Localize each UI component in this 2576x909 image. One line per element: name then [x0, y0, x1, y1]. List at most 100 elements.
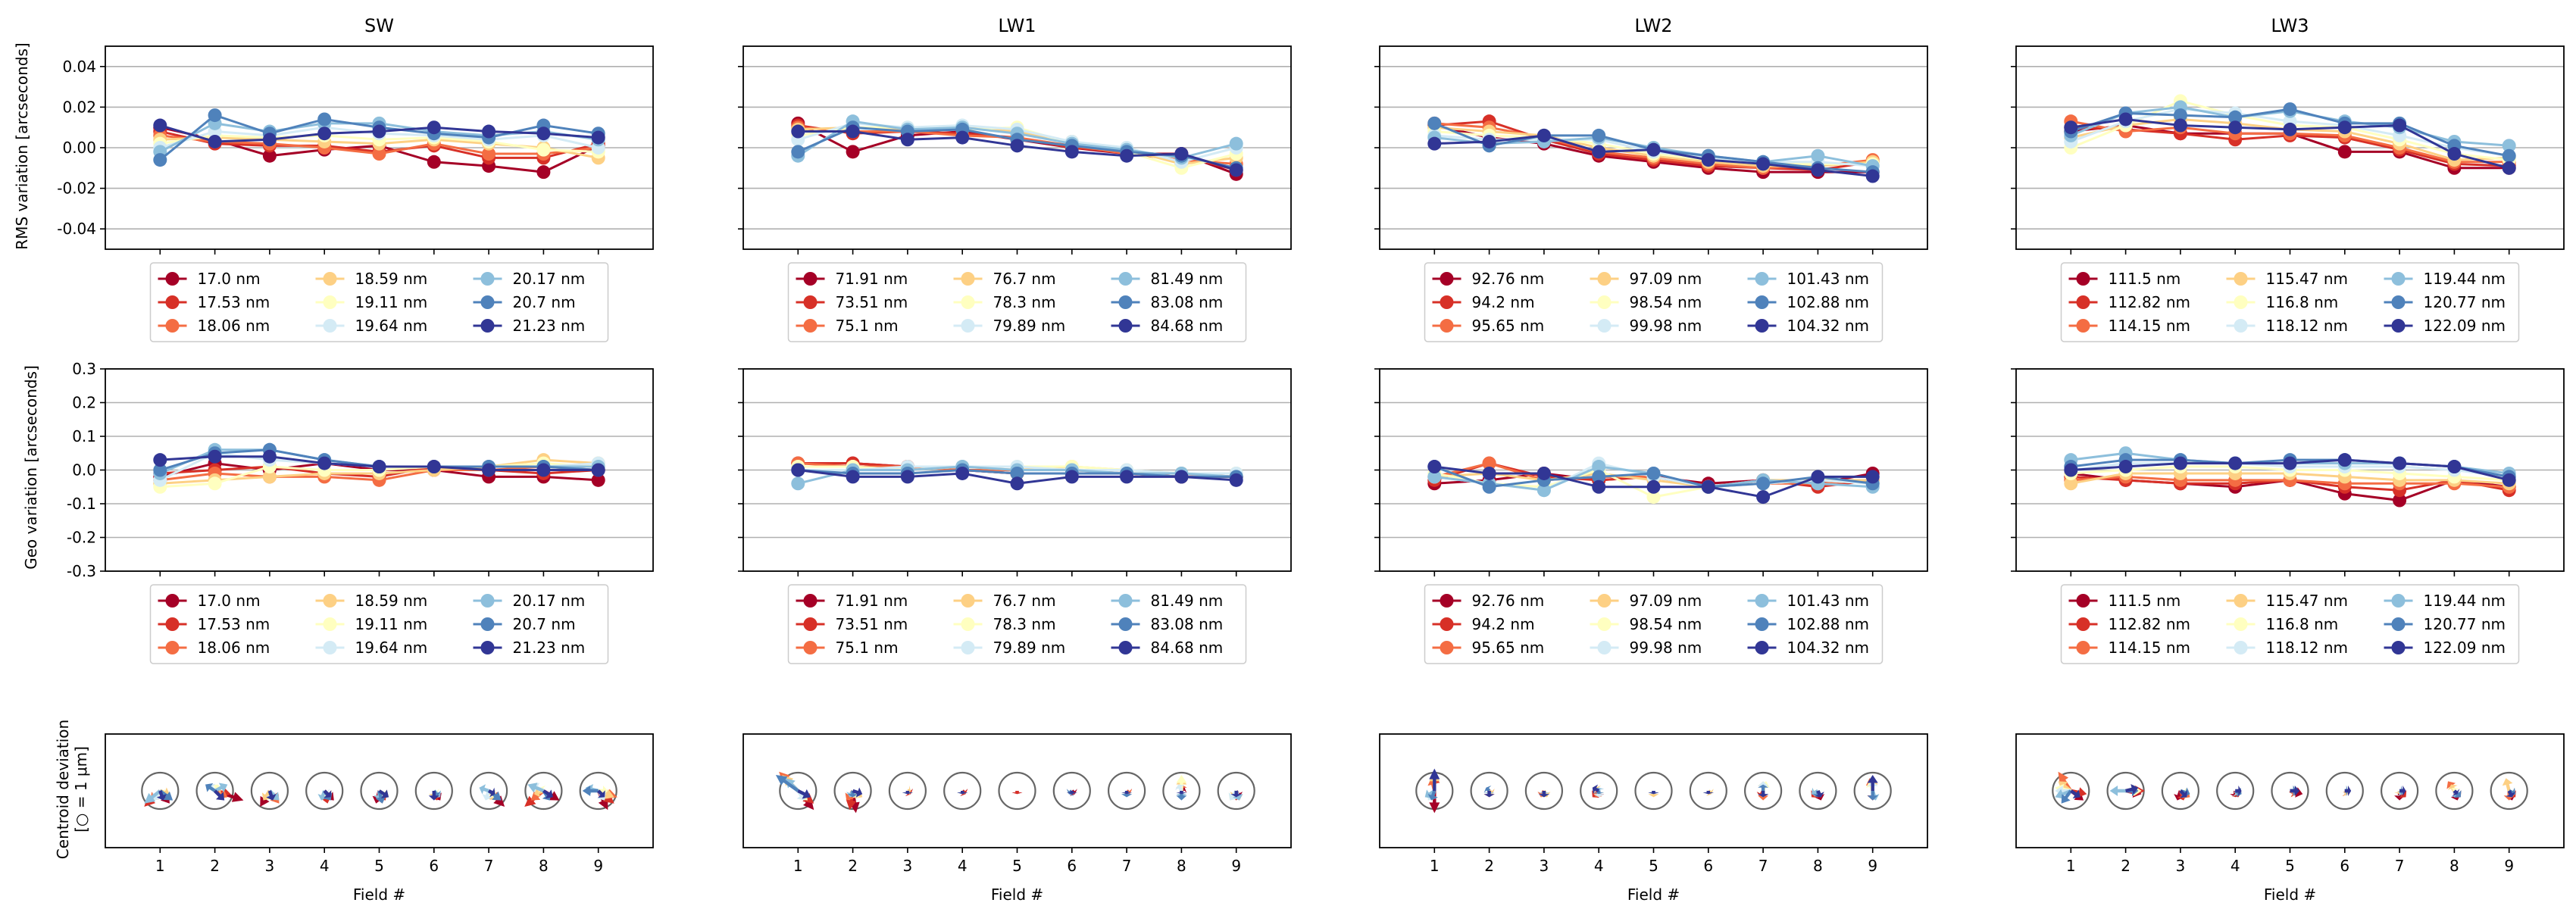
- centroid-series-2: [1427, 778, 1877, 801]
- deviation-arrow: [214, 789, 225, 801]
- data-point: [2502, 473, 2516, 487]
- deviation-arrow: [775, 775, 799, 792]
- legend-swatch-marker: [2234, 594, 2248, 608]
- data-point: [791, 476, 805, 491]
- legend-label: 84.68 nm: [1151, 639, 1224, 657]
- legend-frame: [1424, 262, 1884, 342]
- legend-label: 120.77 nm: [2424, 293, 2506, 311]
- data-point: [153, 118, 167, 133]
- data-point: [536, 463, 551, 477]
- legend-swatch-marker: [480, 272, 495, 286]
- deviation-arrow: [1702, 791, 1714, 795]
- legend-swatch-marker: [2391, 319, 2406, 333]
- data-point: [317, 456, 332, 470]
- legend-label: 112.82 nm: [2109, 615, 2191, 633]
- data-point: [536, 142, 551, 157]
- x-tick-label: 8: [2449, 857, 2459, 875]
- data-point: [2393, 456, 2407, 470]
- data-point: [2228, 120, 2243, 135]
- legend-label: 114.15 nm: [2109, 317, 2191, 335]
- data-point: [2173, 118, 2187, 133]
- geo-axes: [1374, 368, 1928, 576]
- legend-label: 111.5 nm: [2109, 592, 2181, 610]
- x-tick-label: 4: [1594, 857, 1604, 875]
- legend-label: 94.2 nm: [1472, 615, 1535, 633]
- legend-swatch-marker: [803, 319, 818, 333]
- deviation-arrow: [1483, 791, 1495, 798]
- legend-label: 92.76 nm: [1472, 270, 1545, 288]
- data-point: [1482, 466, 1496, 480]
- x-axis-label: Field #: [991, 886, 1043, 904]
- data-point: [1482, 479, 1496, 494]
- legend-swatch-marker: [165, 617, 180, 631]
- deviation-arrow: [1011, 791, 1023, 795]
- reference-circle: [1580, 771, 1618, 811]
- deviation-arrow: [1758, 784, 1769, 791]
- x-tick-label: 3: [1540, 857, 1549, 875]
- data-point: [1811, 163, 1825, 177]
- legend-swatch-marker: [2076, 594, 2090, 608]
- legend-swatch-marker: [961, 295, 975, 309]
- reference-circle: [360, 771, 399, 811]
- data-point: [427, 460, 441, 474]
- legend-swatch-marker: [1755, 272, 1769, 286]
- legend-label: 18.06 nm: [198, 317, 270, 335]
- deviation-arrow: [378, 789, 389, 798]
- reference-circle: [305, 771, 344, 811]
- legend-swatch-marker: [480, 594, 495, 608]
- legend-swatch-marker: [2076, 641, 2090, 654]
- legend-label: 112.82 nm: [2109, 293, 2191, 311]
- deviation-arrow: [1867, 791, 1878, 801]
- data-point: [955, 130, 970, 145]
- centroid-ylabel-unit: [○ = 1 μm]: [72, 746, 90, 832]
- data-point: [1537, 466, 1551, 480]
- legend-label: 98.54 nm: [1630, 615, 1702, 633]
- x-tick-label: 7: [1122, 857, 1132, 875]
- reference-circle: [2490, 771, 2528, 811]
- x-axis-label: Field #: [1627, 886, 1680, 904]
- reference-circle: [1634, 771, 1673, 811]
- data-point: [1811, 470, 1825, 484]
- deviation-arrow: [2506, 790, 2516, 798]
- data-point: [317, 112, 332, 127]
- data-point: [2393, 493, 2407, 508]
- data-point: [482, 463, 496, 477]
- data-point: [846, 124, 860, 139]
- legend-swatch-marker: [1118, 319, 1133, 333]
- legend-swatch-marker: [2391, 594, 2406, 608]
- data-point: [1537, 128, 1551, 142]
- legend-label: 97.09 nm: [1630, 270, 1702, 288]
- rms-legend: 71.91 nm 73.51 nm 75.1 nm 76.7 nm 78.3 nm 79.…: [787, 262, 1247, 342]
- x-tick-label: 7: [2395, 857, 2405, 875]
- legend-swatch-marker: [2391, 617, 2406, 631]
- deviation-arrow: [1176, 791, 1187, 795]
- deviation-arrow: [428, 791, 439, 801]
- legend-label: 20.17 nm: [513, 592, 586, 610]
- deviation-arrow: [797, 789, 811, 799]
- legend-swatch-marker: [323, 617, 337, 631]
- data-point: [427, 155, 441, 169]
- data-point: [2228, 456, 2243, 470]
- rms-axes: [738, 45, 1292, 255]
- data-point: [536, 127, 551, 141]
- geo-legend: 17.0 nm 17.53 nm 18.06 nm 18.59 nm 19.11 nm 1…: [149, 584, 609, 664]
- deviation-arrow: [205, 783, 216, 792]
- centroid-axes: 1 2 3 4 5 6 7 8 9: [2015, 733, 2565, 875]
- data-point: [153, 453, 167, 467]
- x-tick-label: 8: [539, 857, 549, 875]
- legend-swatch-marker: [1755, 295, 1769, 309]
- legend-label: 81.49 nm: [1151, 270, 1224, 288]
- legend-frame: [2060, 262, 2520, 342]
- x-tick-label: 2: [1484, 857, 1494, 875]
- legend-label: 19.64 nm: [355, 317, 428, 335]
- data-point: [262, 449, 277, 464]
- legend-label: 92.76 nm: [1472, 592, 1545, 610]
- data-point: [955, 466, 970, 480]
- legend-label: 102.88 nm: [1787, 615, 1870, 633]
- deviation-arrow: [1121, 791, 1133, 795]
- data-point: [1592, 145, 1606, 159]
- deviation-arrow: [846, 790, 857, 811]
- legend-swatch-marker: [1440, 617, 1454, 631]
- legend-label: 20.17 nm: [513, 270, 586, 288]
